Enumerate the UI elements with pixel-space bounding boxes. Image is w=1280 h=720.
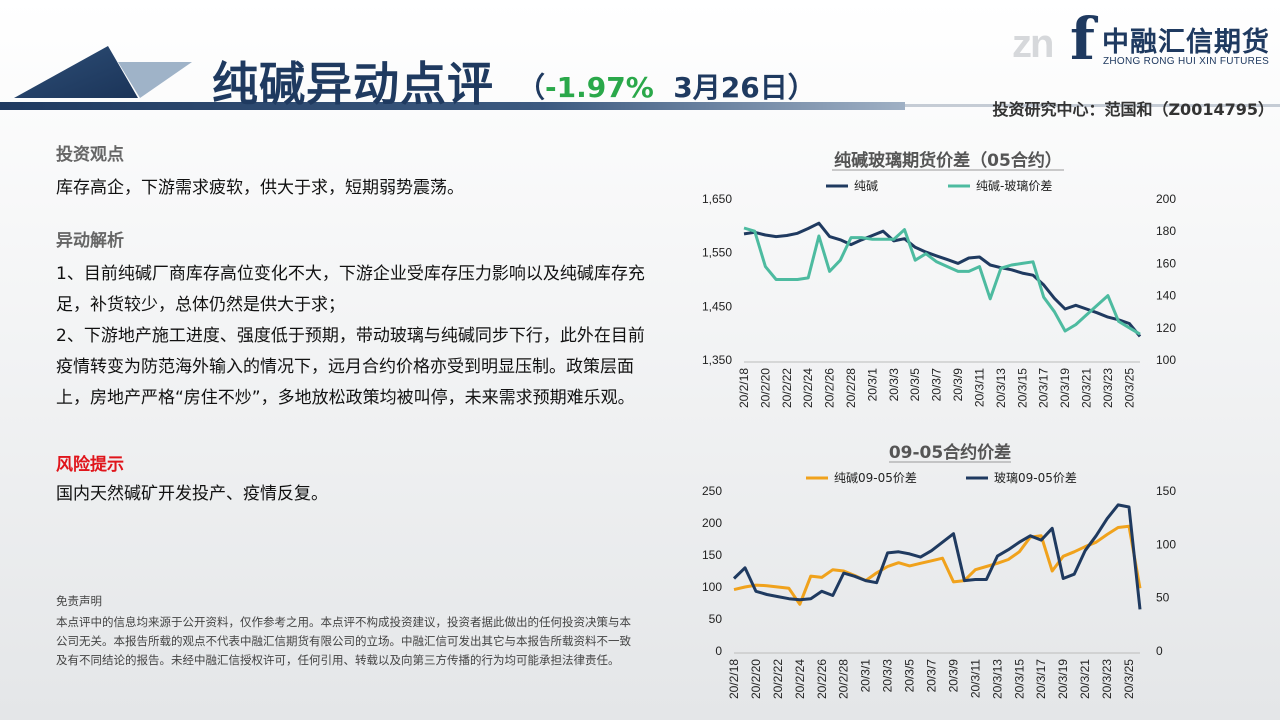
series-line (743, 221, 1142, 338)
chart-title: 09-05合约价差 (889, 442, 1011, 463)
x-tick-label: 20/3/21 (1078, 659, 1092, 699)
analysis-heading: 异动解析 (56, 231, 124, 251)
x-tick-label: 20/3/17 (1034, 659, 1048, 699)
risk-heading: 风险提示 (56, 455, 124, 475)
y-right-tick-label: 120 (1156, 321, 1176, 335)
logo-name-en: ZHONG RONG HUI XIN FUTURES (1103, 56, 1270, 67)
commentary-column: 投资观点 库存高企，下游需求疲软，供大于求，短期弱势震荡。 异动解析 1、目前纯… (56, 140, 646, 510)
x-tick-label: 20/2/26 (823, 368, 837, 408)
x-tick-label: 20/3/25 (1122, 659, 1136, 699)
y-left-tick-label: 50 (709, 612, 723, 626)
y-left-tick-label: 1,550 (702, 246, 732, 260)
logo-name-cn: 中融汇信期货 (1102, 27, 1270, 58)
x-tick-label: 20/2/22 (771, 659, 785, 699)
page-subtitle: （-1.97% 3月26日） (517, 71, 816, 104)
y-right-tick-label: 200 (1156, 192, 1176, 206)
y-right-tick-label: 100 (1156, 537, 1176, 551)
x-tick-label: 20/2/20 (758, 368, 772, 408)
y-left-tick-label: 200 (702, 516, 722, 530)
legend-label: 纯碱-玻璃价差 (976, 179, 1052, 193)
x-tick-label: 20/2/24 (793, 659, 807, 699)
y-left-tick-label: 1,650 (702, 192, 732, 206)
y-right-tick-label: 50 (1156, 591, 1170, 605)
y-left-tick-label: 100 (702, 580, 722, 594)
risk-text: 国内天然碱矿开发投产、疫情反复。 (56, 484, 328, 504)
y-right-tick-label: 100 (1156, 353, 1176, 367)
x-tick-label: 20/3/9 (951, 368, 965, 402)
x-tick-label: 20/3/1 (859, 659, 873, 693)
x-tick-label: 20/2/28 (837, 659, 851, 699)
x-tick-label: 20/3/13 (990, 659, 1004, 699)
y-right-tick-label: 140 (1156, 289, 1176, 303)
header-triangle-right (118, 62, 192, 98)
report-date: 3月26日 (673, 71, 788, 104)
x-tick-label: 20/2/24 (801, 368, 815, 408)
chart-title: 纯碱玻璃期货价差（05合约） (834, 150, 1062, 171)
x-tick-label: 20/3/7 (930, 368, 944, 402)
y-left-tick-label: 1,450 (702, 299, 732, 313)
disclaimer-block: 免责声明 本点评中的信息均来源于公开资料，仅作参考之用。本点评不构成投资建议，投… (56, 592, 636, 670)
x-tick-label: 20/3/21 (1079, 368, 1093, 408)
x-tick-label: 20/2/22 (780, 368, 794, 408)
x-tick-label: 20/3/3 (887, 368, 901, 402)
y-left-tick-label: 1,350 (702, 353, 732, 367)
page-title: 纯碱异动点评 (212, 57, 494, 111)
x-tick-label: 20/3/9 (946, 659, 960, 693)
x-tick-label: 20/3/15 (1015, 368, 1029, 408)
y-right-tick-label: 180 (1156, 224, 1176, 238)
soda-glass-spread-chart: 纯碱玻璃期货价差（05合约） 纯碱 纯碱-玻璃价差 1,350 1,450 1,550 1,… (702, 150, 1176, 408)
x-tick-label: 20/3/23 (1100, 659, 1114, 699)
x-tick-label: 20/3/11 (972, 368, 986, 407)
x-tick-label: 20/3/19 (1058, 368, 1072, 408)
y-right-tick-label: 160 (1156, 256, 1176, 270)
logo-watermark: zn (1012, 22, 1054, 66)
series-line (732, 503, 1142, 610)
logo-f-mark: f (1070, 5, 1095, 73)
legend-label: 纯碱 (854, 179, 878, 193)
x-tick-label: 20/3/3 (881, 659, 895, 693)
x-tick-label: 20/3/13 (994, 368, 1008, 408)
x-tick-label: 20/3/5 (903, 659, 917, 693)
disclaimer-heading: 免责声明 (56, 594, 102, 608)
x-tick-label: 20/2/18 (727, 659, 741, 699)
y-left-tick-label: 150 (702, 548, 722, 562)
y-left-tick-label: 0 (715, 644, 722, 658)
analysis-point-2: 2、下游地产施工进度、强度低于预期，带动玻璃与纯碱同步下行，此外在目前疫情转变为… (56, 326, 645, 408)
x-tick-label: 20/2/20 (749, 659, 763, 699)
series-line (743, 226, 1141, 336)
company-logo: zn f 中融汇信期货 ZHONG RONG HUI XIN FUTURES (1012, 5, 1274, 73)
legend-label: 纯碱09-05价差 (834, 471, 917, 485)
x-tick-label: 20/2/18 (737, 368, 751, 408)
disclaimer-text: 本点评中的信息均来源于公开资料，仅作参考之用。本点评不构成投资建议，投资者据此做… (56, 615, 631, 667)
view-heading: 投资观点 (56, 145, 124, 165)
x-tick-label: 20/3/23 (1101, 368, 1115, 408)
x-tick-label: 20/2/28 (844, 368, 858, 408)
header-triangle-left (14, 46, 138, 98)
change-percent: -1.97% (545, 71, 654, 104)
x-tick-label: 20/3/7 (925, 659, 939, 693)
author-line: 投资研究中心：范国和（Z0014795） (992, 100, 1274, 119)
x-tick-label: 20/3/25 (1122, 368, 1136, 408)
x-tick-label: 20/3/15 (1012, 659, 1026, 699)
x-tick-label: 20/2/26 (815, 659, 829, 699)
x-tick-label: 20/3/17 (1037, 368, 1051, 408)
y-left-tick-label: 250 (702, 484, 722, 498)
x-tick-label: 20/3/11 (968, 659, 982, 698)
view-text: 库存高企，下游需求疲软，供大于求，短期弱势震荡。 (56, 178, 464, 198)
x-tick-label: 20/3/1 (865, 368, 879, 402)
legend-label: 玻璃09-05价差 (994, 471, 1077, 485)
header-banner (0, 46, 1280, 110)
y-right-tick-label: 0 (1156, 644, 1163, 658)
analysis-point-1: 1、目前纯碱厂商库存高位变化不大，下游企业受库存压力影响以及纯碱库存充足，补货较… (56, 264, 645, 315)
x-tick-label: 20/3/5 (908, 368, 922, 402)
header-divider-bar (0, 102, 905, 110)
x-tick-label: 20/3/19 (1056, 659, 1070, 699)
y-right-tick-label: 150 (1156, 484, 1176, 498)
